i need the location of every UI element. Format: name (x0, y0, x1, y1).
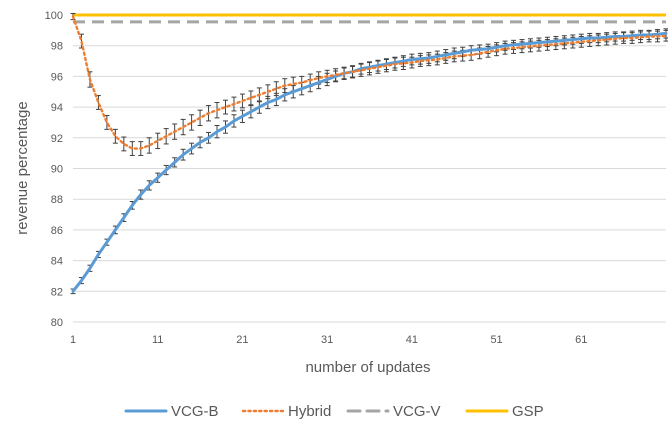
y-tick-label: 94 (51, 102, 63, 114)
reference-lines (73, 13, 666, 24)
y-axis-label: revenue percentage (14, 101, 31, 234)
x-axis-label: number of updates (305, 359, 430, 376)
legend-item-hybrid: Hybrid (241, 403, 331, 420)
y-tick-label: 96 (51, 71, 63, 83)
error-bar-hybrid (621, 32, 627, 44)
y-tick-label: 80 (51, 317, 63, 329)
y-tick-label: 100 (45, 10, 63, 22)
x-tick-label: 21 (236, 334, 248, 346)
legend-item-vcg-b: VCG-B (124, 403, 219, 420)
y-tick-label: 88 (51, 194, 63, 206)
y-tick-label: 86 (51, 225, 63, 237)
y-tick-label: 98 (51, 41, 63, 53)
gridlines (73, 14, 666, 323)
x-tick-label: 51 (490, 334, 502, 346)
y-axis-tick-labels: 80 82 84 86 88 90 92 94 96 98 100 (45, 10, 63, 329)
x-tick-label: 41 (406, 334, 418, 346)
x-tick-label: 31 (321, 334, 333, 346)
error-bar-hybrid (121, 136, 127, 152)
y-tick-label: 84 (51, 256, 63, 268)
error-bar-hybrid (112, 128, 118, 144)
error-bar-hybrid (104, 115, 110, 130)
error-bar-hybrid (189, 114, 195, 131)
legend-label: Hybrid (288, 403, 331, 420)
x-axis-tick-labels: 1 11 21 31 41 51 61 (70, 334, 587, 346)
series-lines (71, 15, 668, 293)
x-tick-label: 61 (575, 334, 587, 346)
legend: VCG-B Hybrid VCG-V GSP (124, 403, 544, 420)
series-line-hybrid (71, 15, 668, 150)
error-bars (70, 12, 668, 295)
y-tick-label: 82 (51, 286, 63, 298)
y-tick-label: 90 (51, 164, 63, 176)
legend-label: GSP (512, 403, 544, 420)
series-line-vcg-b (71, 31, 668, 293)
error-bar-hybrid (248, 90, 254, 106)
error-bar-hybrid (400, 56, 406, 70)
x-tick-label: 1 (70, 334, 76, 346)
x-tick-label: 11 (152, 334, 163, 346)
legend-label: VCG-V (393, 403, 441, 420)
legend-item-vcg-v: VCG-V (346, 403, 441, 420)
error-bar-hybrid (273, 81, 279, 97)
legend-label: VCG-B (171, 403, 219, 420)
legend-item-gsp: GSP (465, 403, 544, 420)
y-tick-label: 92 (51, 133, 63, 145)
